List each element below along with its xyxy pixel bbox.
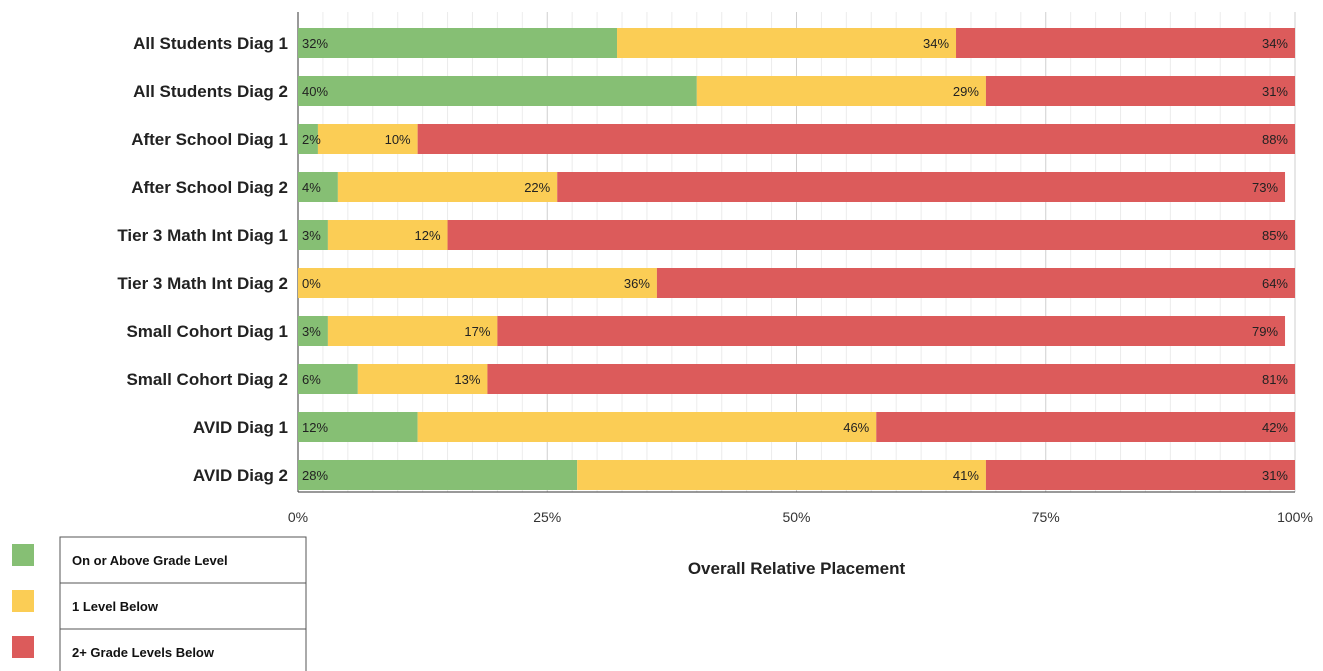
bar-segment (298, 460, 578, 490)
data-label: 34% (923, 36, 949, 51)
category-label: Tier 3 Math Int Diag 2 (117, 274, 288, 293)
category-labels: All Students Diag 1 All Students Diag 2 Af… (117, 34, 288, 485)
legend-swatch (12, 544, 34, 566)
data-label: 29% (953, 84, 979, 99)
category-label: All Students Diag 1 (133, 34, 288, 53)
category-label: Small Cohort Diag 2 (126, 370, 288, 389)
data-label: 3% (302, 324, 321, 339)
data-label: 3% (302, 228, 321, 243)
x-tick-label: 0% (288, 509, 308, 525)
data-label: 85% (1262, 228, 1288, 243)
bar-segment (298, 316, 328, 346)
bar-segment (696, 76, 986, 106)
data-label: 40% (302, 84, 328, 99)
bar-segment (298, 28, 618, 58)
data-label: 22% (524, 180, 550, 195)
bars (298, 28, 1295, 490)
data-label: 88% (1262, 132, 1288, 147)
bar-segment (298, 76, 697, 106)
data-label: 81% (1262, 372, 1288, 387)
x-tick-label: 75% (1032, 509, 1060, 525)
bar-segment (956, 28, 1295, 58)
legend-swatch (12, 590, 34, 612)
category-label: Small Cohort Diag 1 (126, 322, 288, 341)
data-label: 46% (843, 420, 869, 435)
data-label: 79% (1252, 324, 1278, 339)
data-label: 4% (302, 180, 321, 195)
bar-segment (298, 268, 657, 298)
x-tick-label: 25% (533, 509, 561, 525)
data-label: 0% (302, 276, 321, 291)
data-label: 64% (1262, 276, 1288, 291)
data-label: 2% (302, 132, 321, 147)
data-label: 36% (624, 276, 650, 291)
x-tick-label: 50% (782, 509, 810, 525)
bar-segment (417, 412, 877, 442)
data-label: 10% (385, 132, 411, 147)
bar-segment (985, 76, 1295, 106)
bar-segment (298, 412, 418, 442)
data-label: 12% (302, 420, 328, 435)
category-label: Tier 3 Math Int Diag 1 (117, 226, 288, 245)
data-label: 6% (302, 372, 321, 387)
category-label: AVID Diag 1 (193, 418, 288, 437)
x-axis-title: Overall Relative Placement (688, 559, 906, 578)
data-label: 31% (1262, 84, 1288, 99)
data-label: 34% (1262, 36, 1288, 51)
data-label: 32% (302, 36, 328, 51)
bar-segment (417, 124, 1295, 154)
bar-segment (298, 172, 338, 202)
legend: On or Above Grade Level 1 Level Below 2+ G… (12, 536, 307, 671)
bar-segment (497, 316, 1286, 346)
bar-segment (876, 412, 1295, 442)
legend-swatch (12, 636, 34, 658)
legend-label: 1 Level Below (72, 599, 159, 614)
bar-segment (557, 172, 1286, 202)
bar-segment (577, 460, 986, 490)
bar-segment (357, 364, 488, 394)
data-label: 13% (454, 372, 480, 387)
bar-segment (447, 220, 1295, 250)
data-label: 28% (302, 468, 328, 483)
data-label: 12% (415, 228, 441, 243)
category-label: After School Diag 2 (131, 178, 288, 197)
category-label: AVID Diag 2 (193, 466, 288, 485)
data-label: 41% (953, 468, 979, 483)
bar-segment (298, 124, 318, 154)
bar-segment (337, 172, 558, 202)
data-label: 42% (1262, 420, 1288, 435)
bar-labels: 32% 34% 34% 40% 29% 31% 2% 10% 88% 4% 22% 73% 3% 12% 8… (302, 36, 1288, 483)
category-label: After School Diag 1 (131, 130, 288, 149)
legend-label: 2+ Grade Levels Below (72, 645, 215, 660)
data-label: 17% (464, 324, 490, 339)
bar-segment (298, 364, 358, 394)
data-label: 73% (1252, 180, 1278, 195)
bar-segment (985, 460, 1295, 490)
bar-segment (317, 124, 418, 154)
data-label: 31% (1262, 468, 1288, 483)
bar-segment (298, 220, 328, 250)
x-tick-label: 100% (1277, 509, 1313, 525)
bar-segment (327, 220, 448, 250)
category-label: All Students Diag 2 (133, 82, 288, 101)
bar-segment (327, 316, 498, 346)
bar-segment (617, 28, 957, 58)
legend-label: On or Above Grade Level (72, 553, 228, 568)
legend-cell (59, 628, 307, 671)
x-axis: 0% 25% 50% 75% 100% (288, 509, 1313, 525)
bar-segment (487, 364, 1295, 394)
bar-segment (656, 268, 1295, 298)
